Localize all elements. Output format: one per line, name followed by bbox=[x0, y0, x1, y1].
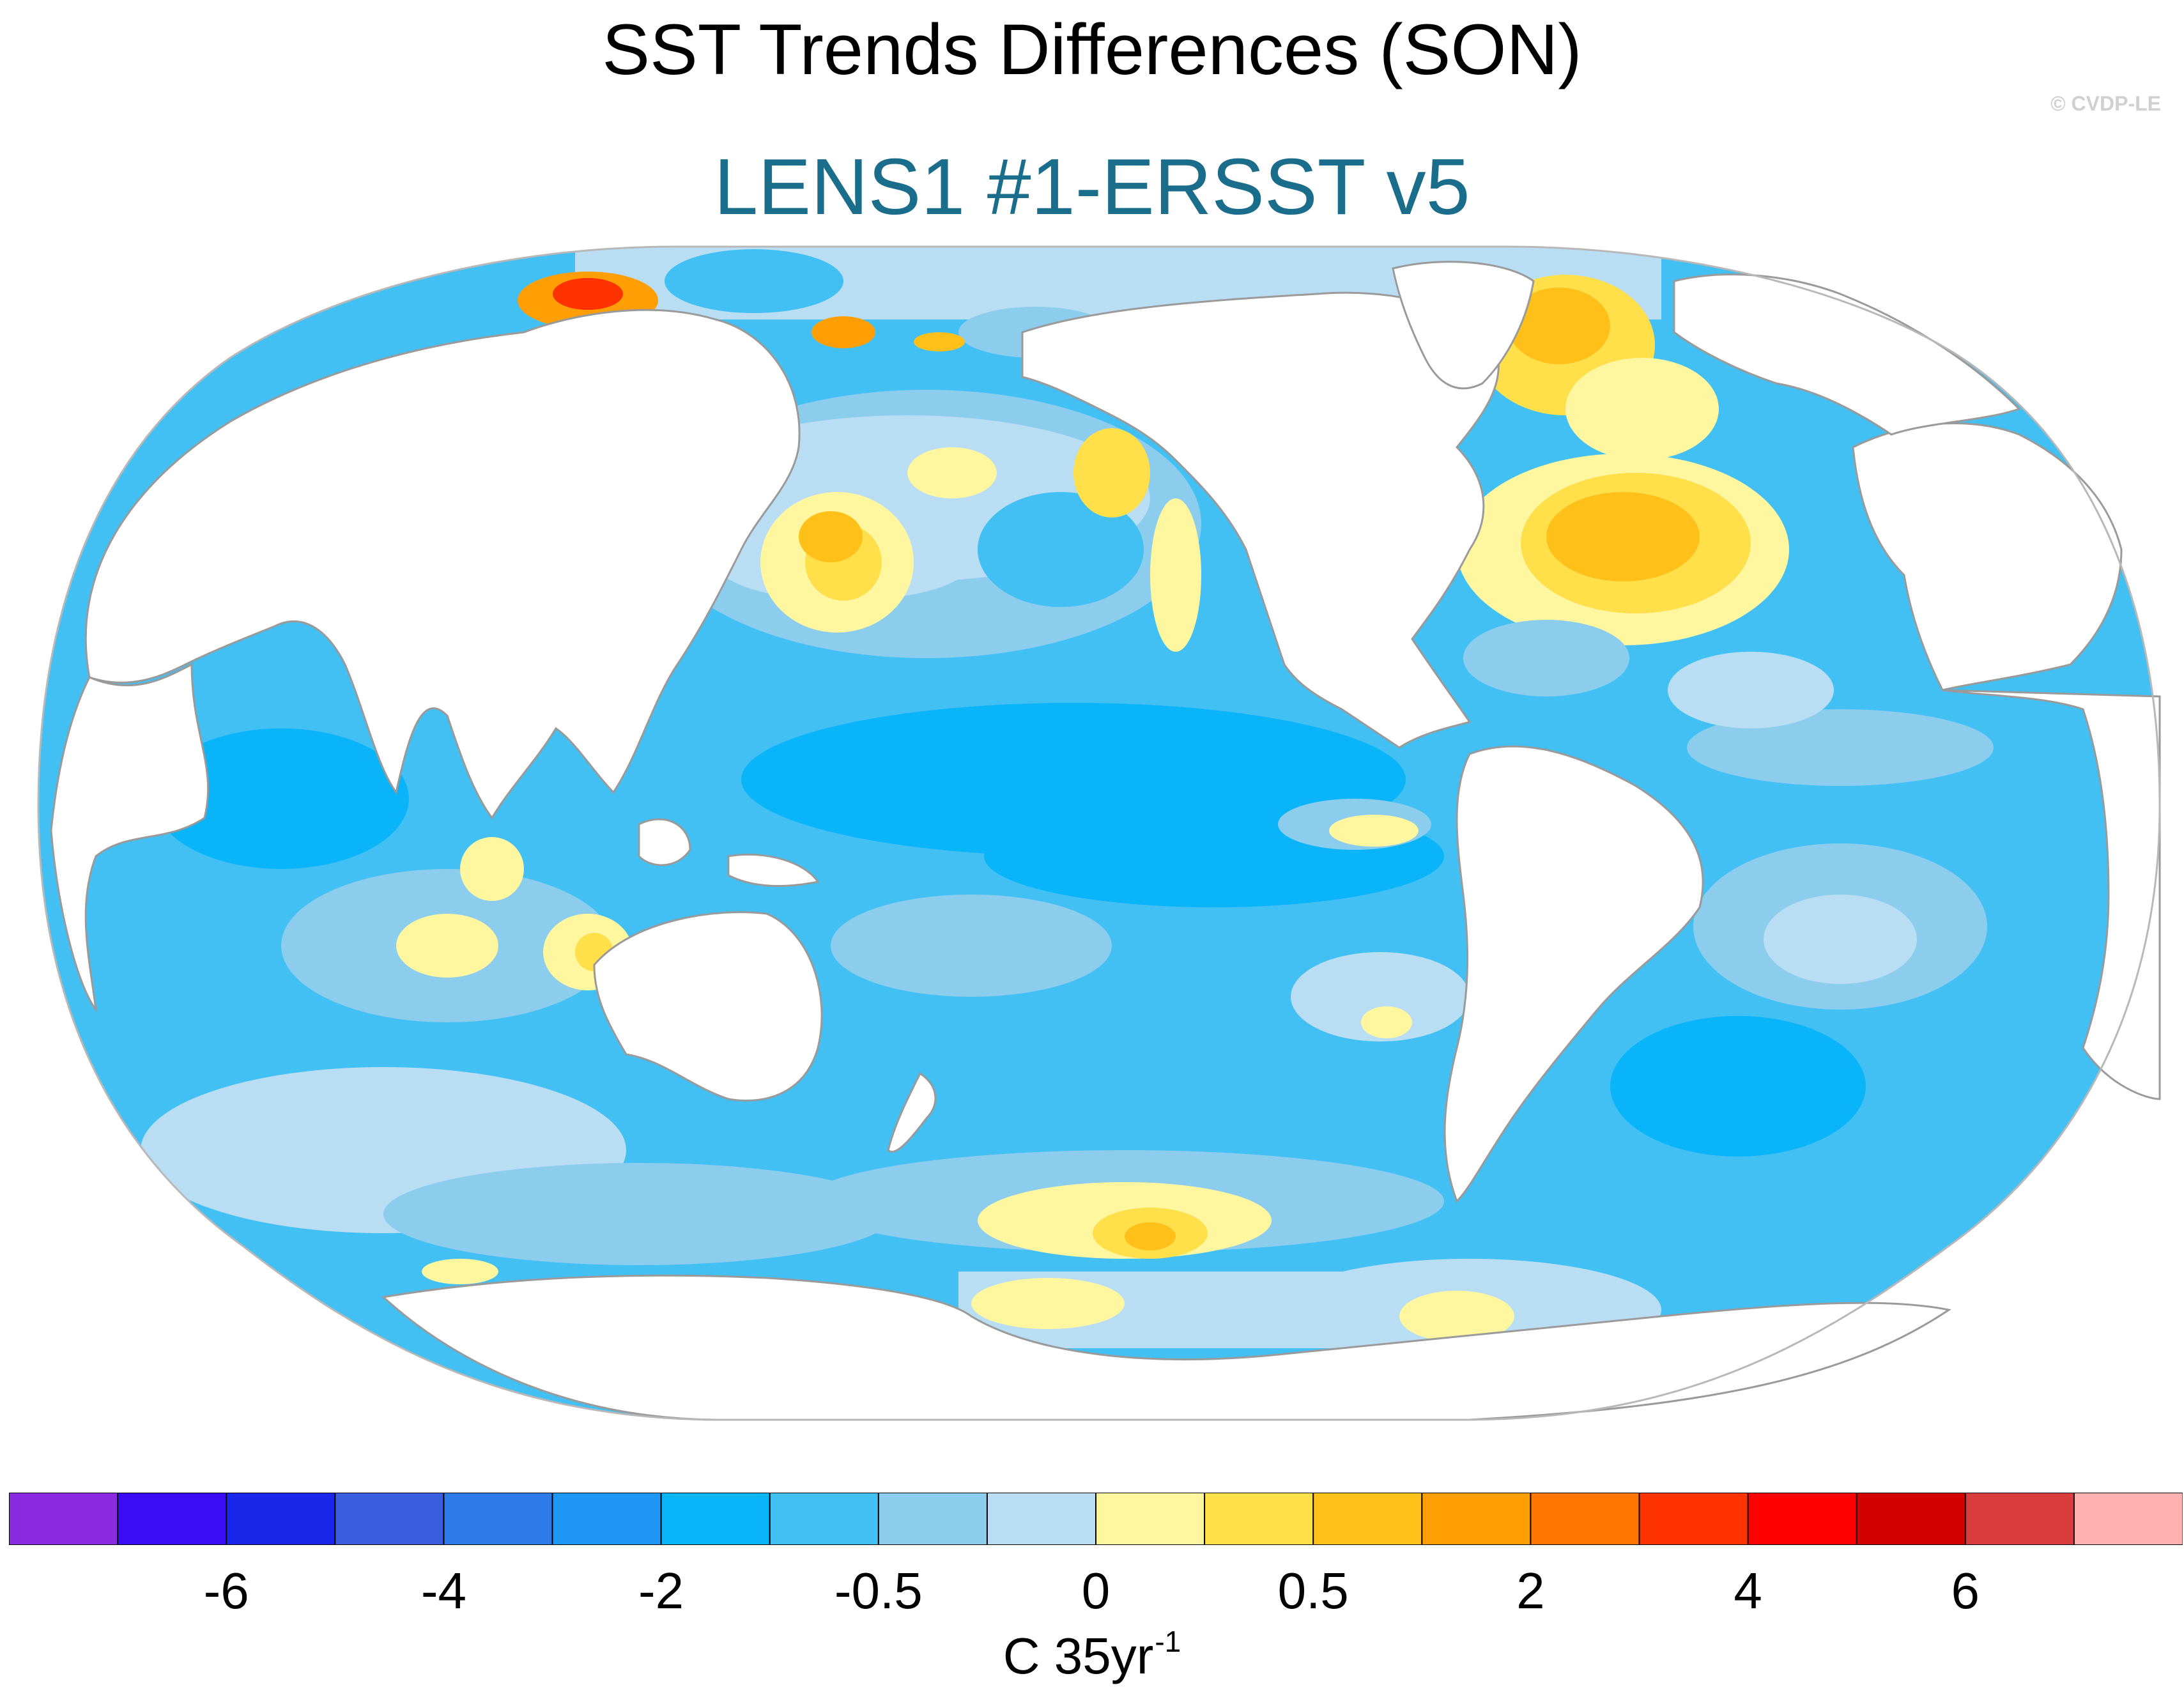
colorbar-tick-label: 6 bbox=[1951, 1562, 1980, 1619]
colorbar-tick-label: 0.5 bbox=[1277, 1562, 1349, 1619]
colorbar-swatch bbox=[1964, 1493, 2075, 1545]
greenland-landmass bbox=[1392, 261, 1535, 390]
colorbar-swatch bbox=[1856, 1493, 1967, 1545]
new-zealand-landmass bbox=[887, 1072, 937, 1153]
globe-outline bbox=[37, 245, 2161, 1421]
south-america-landmass bbox=[1443, 745, 1704, 1203]
africa-south-landmass bbox=[1942, 689, 2161, 1100]
africa-west-landmass bbox=[1852, 422, 2123, 691]
colorbar-swatch bbox=[334, 1493, 445, 1545]
colorbar-swatch bbox=[1312, 1493, 1423, 1545]
chart-subtitle: LENS1 #1-ERSST v5 bbox=[714, 143, 1470, 231]
colorbar-swatch bbox=[117, 1493, 227, 1545]
colorbar-swatch bbox=[986, 1493, 1097, 1545]
colorbar-swatch bbox=[9, 1493, 119, 1545]
colorbar-swatch bbox=[226, 1493, 336, 1545]
colorbar-swatch bbox=[877, 1493, 988, 1545]
colorbar-swatch bbox=[1747, 1493, 1858, 1545]
colorbar-swatch bbox=[551, 1493, 663, 1545]
units-exponent: -1 bbox=[1155, 1625, 1181, 1658]
borneo-landmass bbox=[638, 818, 691, 866]
sst-trend-map bbox=[37, 245, 2161, 1421]
indian-ocean bbox=[153, 728, 409, 869]
australia-landmass bbox=[593, 911, 823, 1102]
units-label: C 35yr bbox=[1003, 1627, 1154, 1684]
colorbar-swatch bbox=[1638, 1493, 1750, 1545]
colorbar-swatch bbox=[769, 1493, 880, 1545]
colorbar-tick-label: 0 bbox=[1081, 1562, 1111, 1619]
antarctica-landmass bbox=[381, 1274, 1951, 1421]
chart-title: SST Trends Differences (SON) bbox=[602, 10, 1582, 89]
colorbar-units: C 35yr-1 bbox=[0, 1624, 2184, 1686]
colorbar-swatch bbox=[1421, 1493, 1532, 1545]
colorbar-tick-label: 4 bbox=[1734, 1562, 1762, 1619]
africa-east-landmass bbox=[50, 663, 210, 1013]
colorbar-tick-label: -2 bbox=[638, 1562, 684, 1619]
credit-label: © CVDP-LE bbox=[2050, 92, 2161, 115]
colorbar-tick-label: -6 bbox=[203, 1562, 249, 1619]
new-guinea-landmass bbox=[727, 853, 820, 888]
land-masses bbox=[50, 261, 2161, 1421]
colorbar-swatch bbox=[1204, 1493, 1314, 1545]
europe-landmass bbox=[1673, 273, 2021, 436]
colorbar-swatch bbox=[2073, 1493, 2183, 1545]
colorbar-swatch bbox=[660, 1493, 771, 1545]
asia-landmass bbox=[84, 309, 801, 820]
colorbar-swatch bbox=[1530, 1493, 1640, 1545]
colorbar bbox=[9, 1493, 2183, 1545]
colorbar-swatch bbox=[443, 1493, 554, 1545]
ocean-field bbox=[38, 247, 2160, 1420]
alaska-warm bbox=[1073, 428, 1150, 518]
colorbar-tick-label: -0.5 bbox=[834, 1562, 923, 1619]
colorbar-tick-label: 2 bbox=[1516, 1562, 1545, 1619]
colorbar-swatch bbox=[1095, 1493, 1206, 1545]
colorbar-tick-label: -4 bbox=[420, 1562, 466, 1619]
